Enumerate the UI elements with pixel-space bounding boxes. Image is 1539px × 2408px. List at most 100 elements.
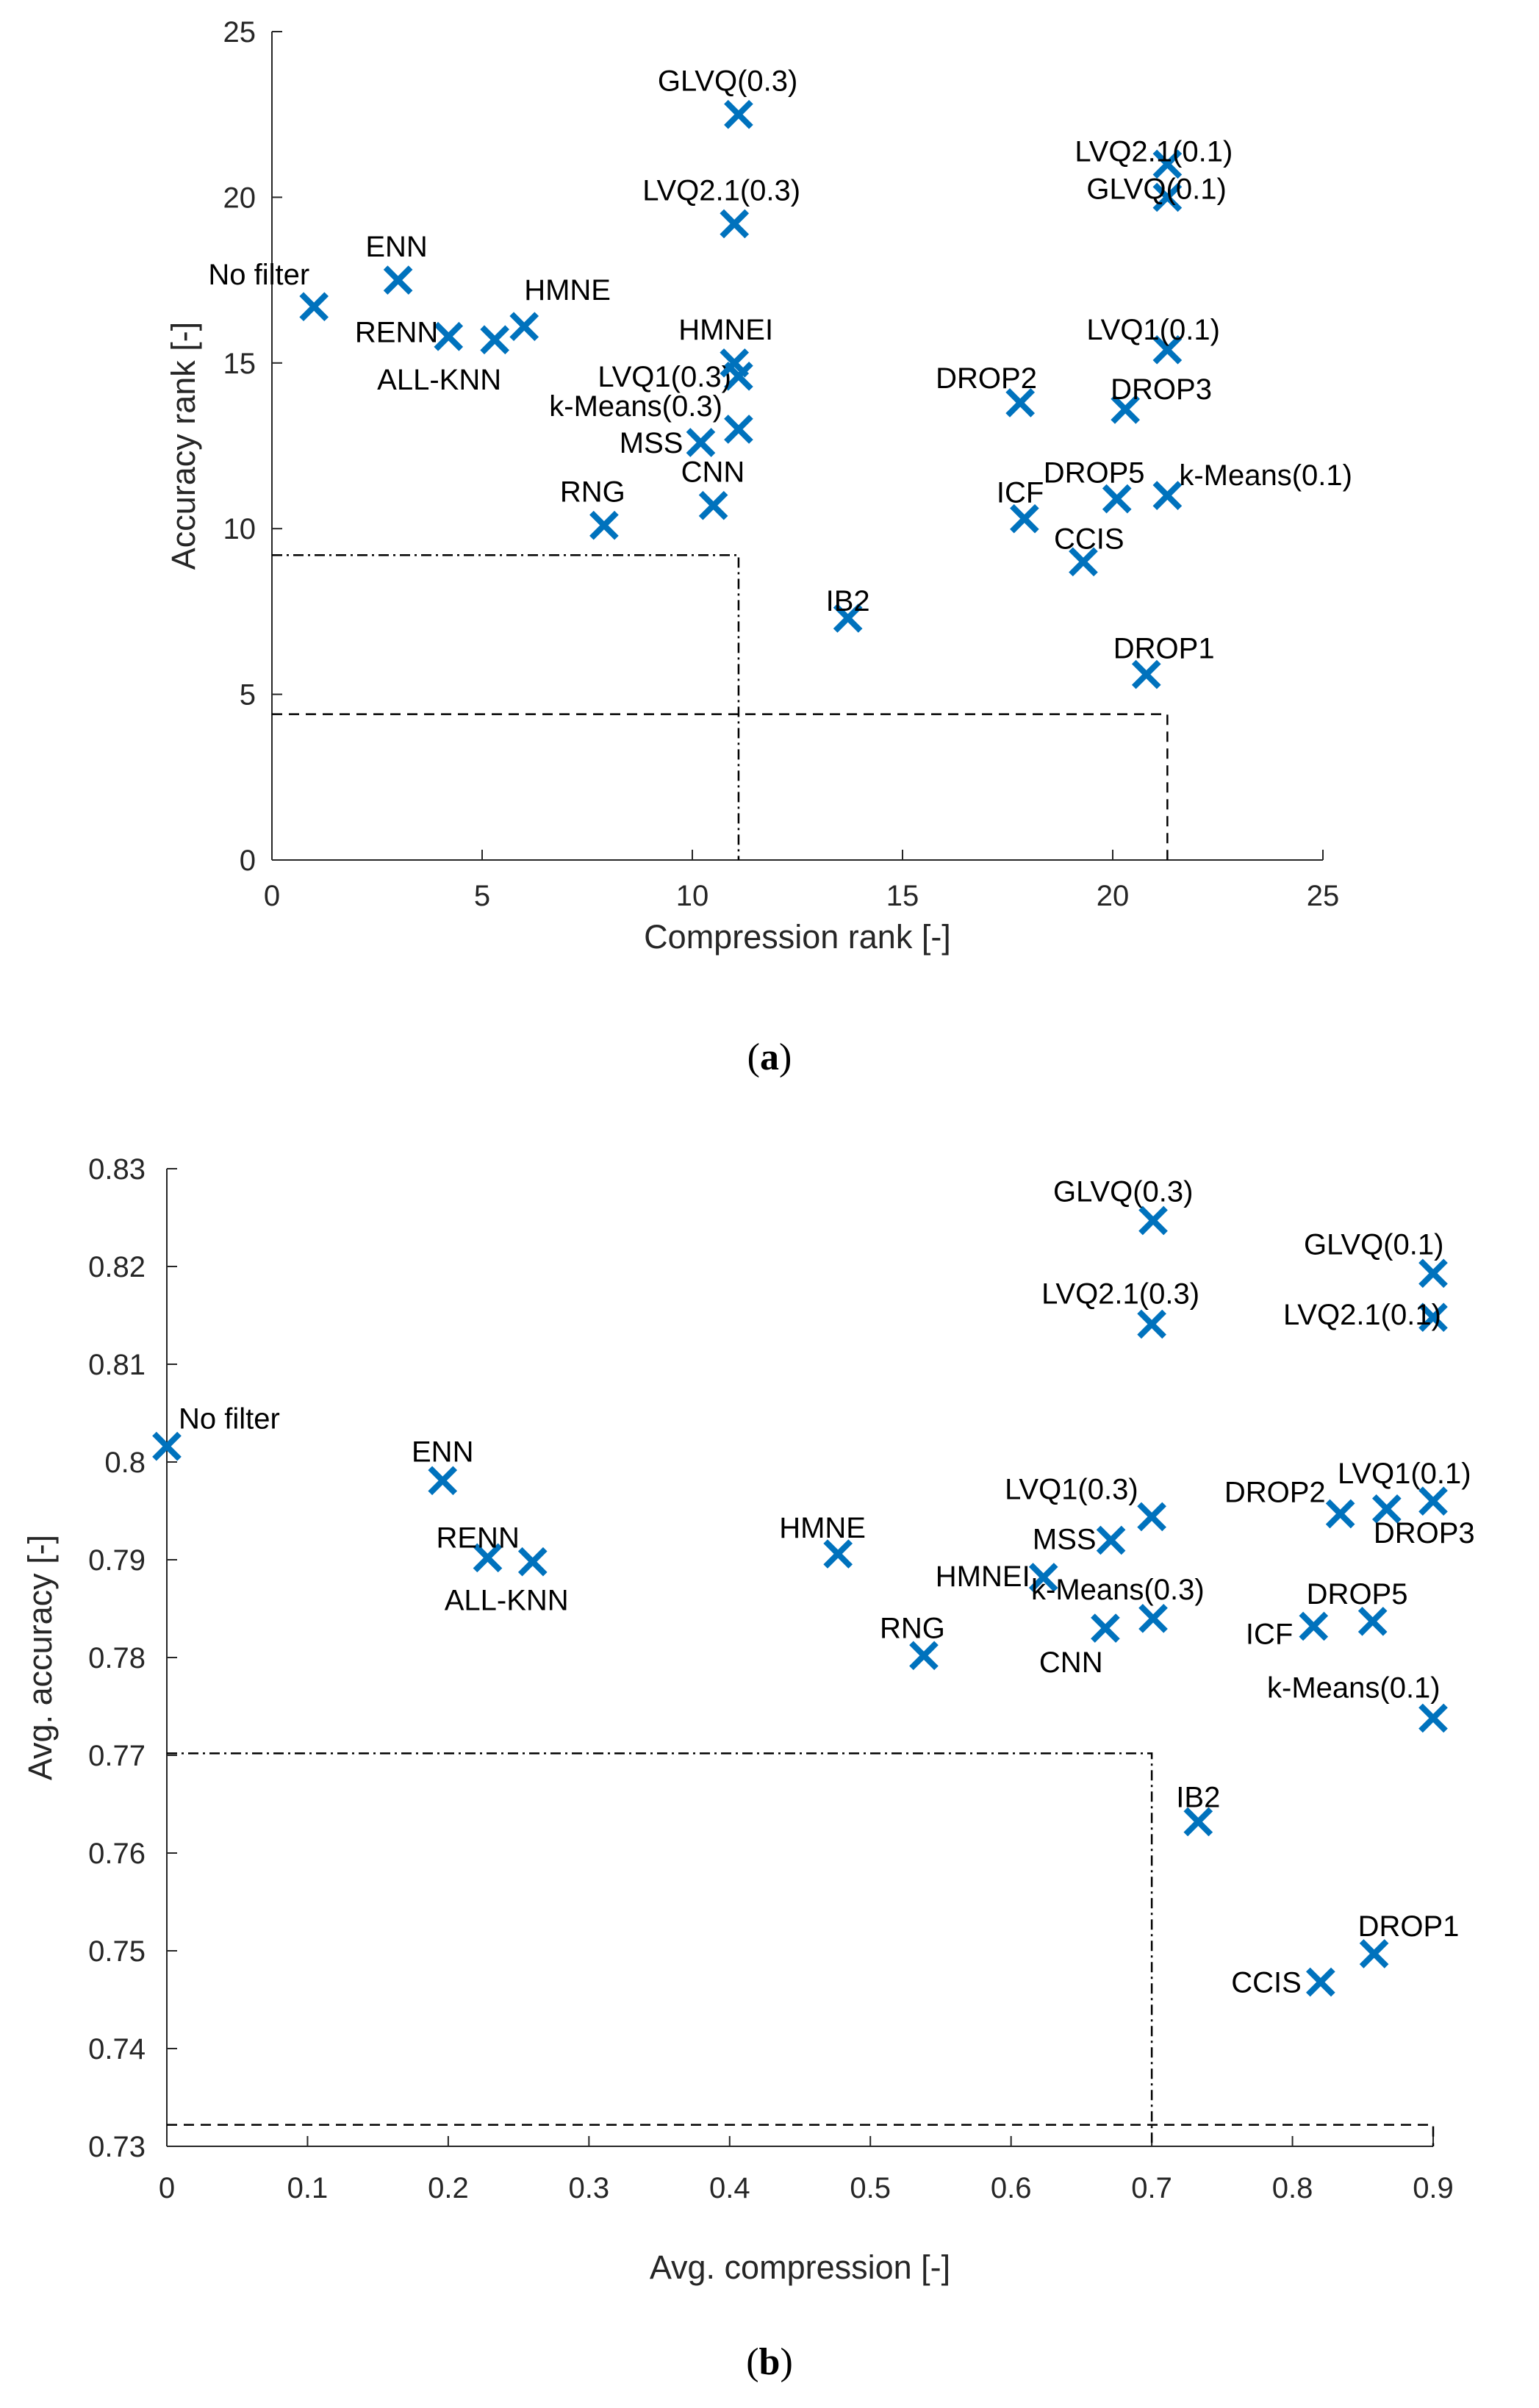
y-tick-label: 0.8 (104, 1447, 146, 1479)
data-point-marker (434, 321, 464, 351)
data-point-label: ALL-KNN (445, 1585, 569, 1617)
y-axis-label: Avg. accuracy [-] (21, 1535, 59, 1780)
data-point-label: ENN (365, 231, 427, 263)
reference-line-dashed (272, 713, 1169, 860)
x-tick-label: 25 (1307, 880, 1340, 912)
x-axis-label: Avg. compression [-] (650, 2248, 950, 2286)
data-point-label: ICF (997, 477, 1044, 509)
data-point-marker (724, 415, 753, 444)
data-point-marker (1418, 1258, 1448, 1289)
data-point-marker (1091, 1613, 1120, 1643)
data-point-label: IB2 (826, 585, 870, 617)
data-point-label: RENN (436, 1522, 519, 1554)
data-point-label: LVQ1(0.1) (1086, 314, 1220, 346)
data-point-label: HMNEI (936, 1560, 1030, 1593)
data-point-marker (1137, 1502, 1166, 1532)
data-point-marker (1010, 504, 1039, 534)
data-point-label: GLVQ(0.1) (1304, 1228, 1443, 1261)
panel-caption: (b) (746, 2341, 793, 2383)
data-point-marker (1325, 1499, 1355, 1529)
x-tick-label: 10 (676, 880, 709, 912)
data-point-marker (833, 603, 863, 633)
y-tick-label: 15 (223, 348, 256, 380)
data-point-marker (1152, 481, 1183, 510)
data-point-label: CNN (1039, 1646, 1103, 1679)
data-point-marker (1371, 1494, 1402, 1524)
data-point-marker (152, 1431, 182, 1461)
data-point-label: LVQ2.1(0.1) (1075, 135, 1233, 168)
data-point-marker (589, 510, 619, 540)
data-point-label: LVQ2.1(0.1) (1283, 1299, 1441, 1331)
data-point-marker (480, 325, 509, 355)
data-point-label: ICF (1246, 1618, 1293, 1650)
data-point-label: DROP1 (1113, 633, 1215, 665)
data-point-label: CCIS (1054, 523, 1124, 555)
data-point-label: CNN (681, 456, 745, 489)
y-axis-label: Accuracy rank [-] (165, 322, 202, 570)
x-tick-label: 0.9 (1413, 2172, 1454, 2204)
x-tick-label: 0.5 (850, 2172, 891, 2204)
data-point-marker (1418, 1302, 1448, 1332)
data-point-label: No filter (179, 1403, 280, 1436)
data-point-label: DROP3 (1111, 373, 1212, 406)
data-point-label: DROP3 (1374, 1517, 1475, 1549)
data-point-label: k-Means(0.1) (1179, 459, 1352, 492)
data-point-label: LVQ2.1(0.3) (642, 174, 800, 207)
data-point-marker (509, 312, 539, 342)
data-point-label: HMNEI (678, 314, 773, 346)
panel-a: 0 5 10 15 20 25 0 5 10 15 20 25 Compression rank [-]… (165, 16, 1352, 1078)
y-tick-label: 0.79 (88, 1544, 146, 1577)
data-point-label: MSS (1033, 1523, 1097, 1555)
data-point-marker (720, 209, 750, 239)
data-point-label: LVQ2.1(0.3) (1041, 1278, 1199, 1310)
x-tick-label: 0.1 (287, 2172, 329, 2204)
data-point-label: GLVQ(0.1) (1086, 173, 1226, 205)
data-point-marker (724, 99, 753, 129)
y-tick-label: 0.83 (88, 1153, 146, 1186)
data-point-marker (1299, 1611, 1329, 1641)
x-tick-label: 0.6 (991, 2172, 1032, 2204)
reference-line-dashdot (167, 1752, 1153, 2146)
data-point-label: LVQ1(0.3) (598, 361, 731, 393)
data-point-marker (383, 265, 413, 295)
data-point-label: HMNE (524, 274, 611, 307)
data-point-marker (823, 1539, 853, 1569)
data-point-label: MSS (620, 427, 684, 459)
data-point-marker (1137, 1309, 1166, 1339)
x-tick-label: 0 (264, 880, 280, 912)
data-point-marker (517, 1547, 548, 1577)
data-point-label: LVQ1(0.3) (1005, 1473, 1138, 1505)
x-tick-label: 0.2 (428, 2172, 469, 2204)
y-tick-label: 0.82 (88, 1251, 146, 1283)
y-tick-label: 0.75 (88, 1935, 146, 1968)
x-axis-label: Compression rank [-] (644, 918, 951, 956)
data-point-label: k-Means(0.3) (1031, 1574, 1205, 1606)
data-point-label: DROP2 (936, 362, 1037, 395)
reference-line-dashdot (272, 554, 740, 860)
y-tick-label: 0 (240, 845, 256, 877)
data-point-label: HMNE (779, 1512, 866, 1544)
data-point-label: CCIS (1231, 1967, 1302, 1999)
data-point-marker (473, 1543, 503, 1573)
data-point-label: DROP2 (1224, 1476, 1326, 1508)
data-point-marker (299, 292, 329, 321)
x-tick-label: 5 (474, 880, 490, 912)
data-point-marker (1069, 547, 1098, 577)
data-point-marker (1152, 149, 1183, 179)
data-point-marker (686, 428, 716, 457)
data-point-marker (720, 348, 750, 378)
data-point-marker (1152, 334, 1183, 365)
x-tick-label: 15 (886, 880, 919, 912)
y-tick-label: 20 (223, 182, 256, 214)
y-tick-label: 25 (223, 16, 256, 49)
x-tick-label: 20 (1097, 880, 1130, 912)
data-point-marker (1131, 659, 1161, 689)
data-point-marker (698, 490, 728, 520)
y-tick-label: 0.76 (88, 1838, 146, 1870)
data-point-marker (1183, 1807, 1213, 1837)
data-point-marker (1359, 1939, 1389, 1968)
data-point-marker (909, 1641, 939, 1671)
data-point-marker (1418, 1703, 1448, 1733)
data-point-marker (1138, 1603, 1168, 1633)
